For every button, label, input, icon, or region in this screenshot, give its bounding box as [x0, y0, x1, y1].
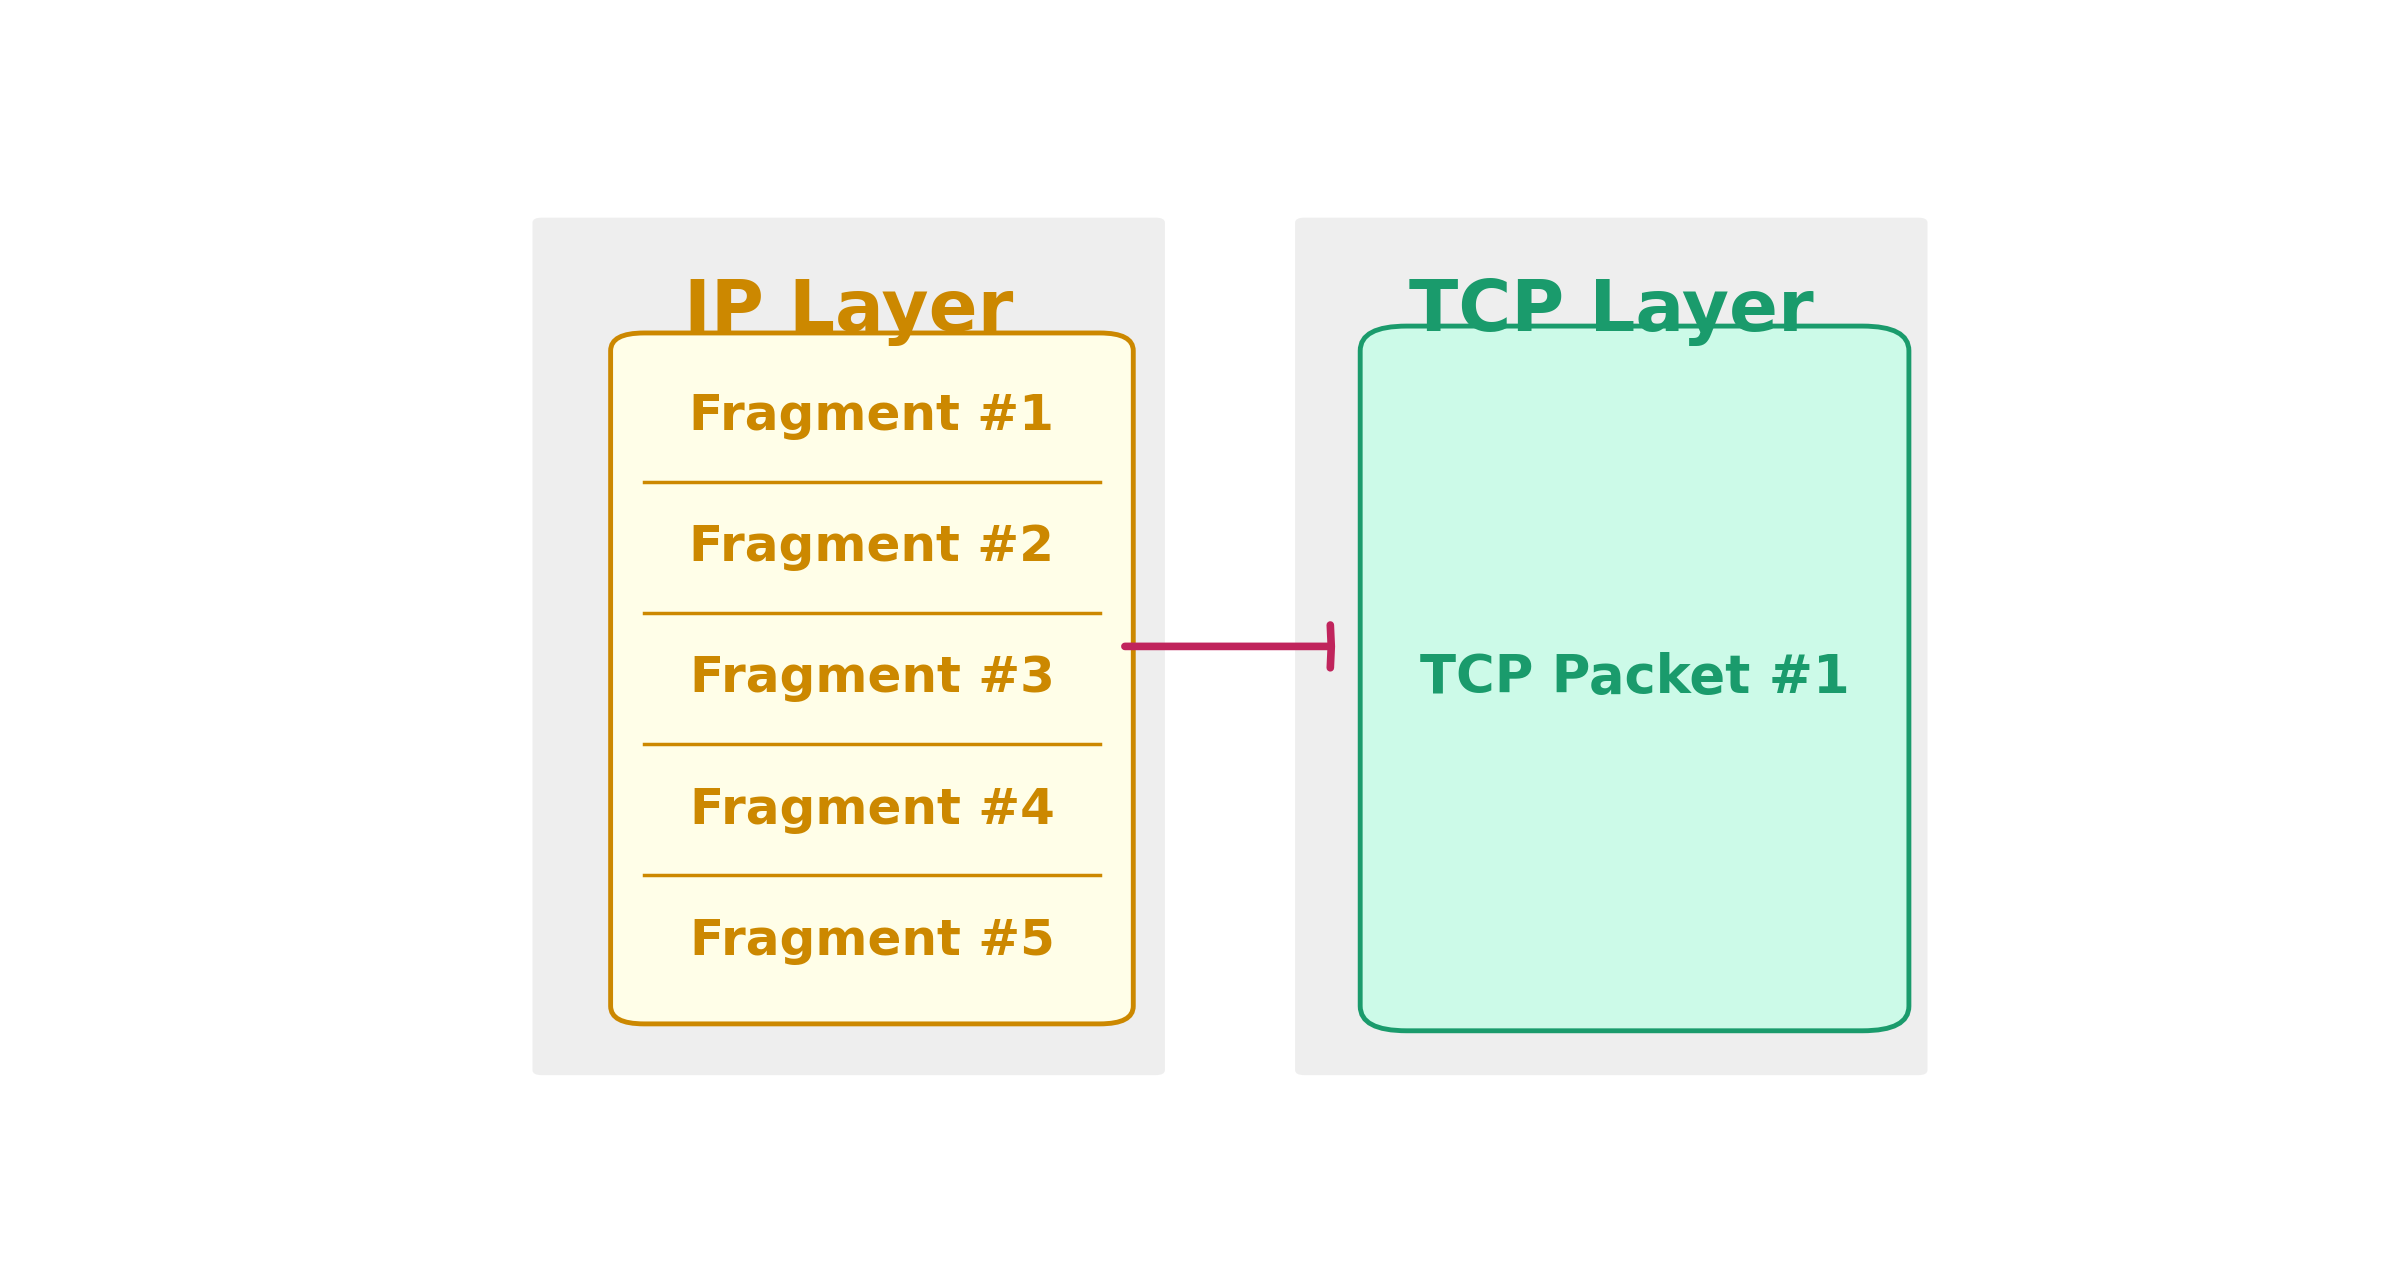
Text: TCP Packet #1: TCP Packet #1 [1421, 653, 1850, 704]
FancyBboxPatch shape [533, 218, 1164, 1075]
Text: Fragment #2: Fragment #2 [689, 524, 1054, 571]
FancyBboxPatch shape [1296, 218, 1927, 1075]
Text: Fragment #5: Fragment #5 [689, 916, 1054, 965]
FancyBboxPatch shape [1361, 326, 1908, 1030]
Text: Fragment #3: Fragment #3 [689, 654, 1054, 703]
Text: Fragment #1: Fragment #1 [689, 392, 1054, 440]
Text: TCP Layer: TCP Layer [1409, 276, 1814, 346]
Text: Fragment #4: Fragment #4 [689, 786, 1054, 833]
FancyBboxPatch shape [610, 333, 1133, 1024]
Text: IP Layer: IP Layer [684, 276, 1013, 346]
